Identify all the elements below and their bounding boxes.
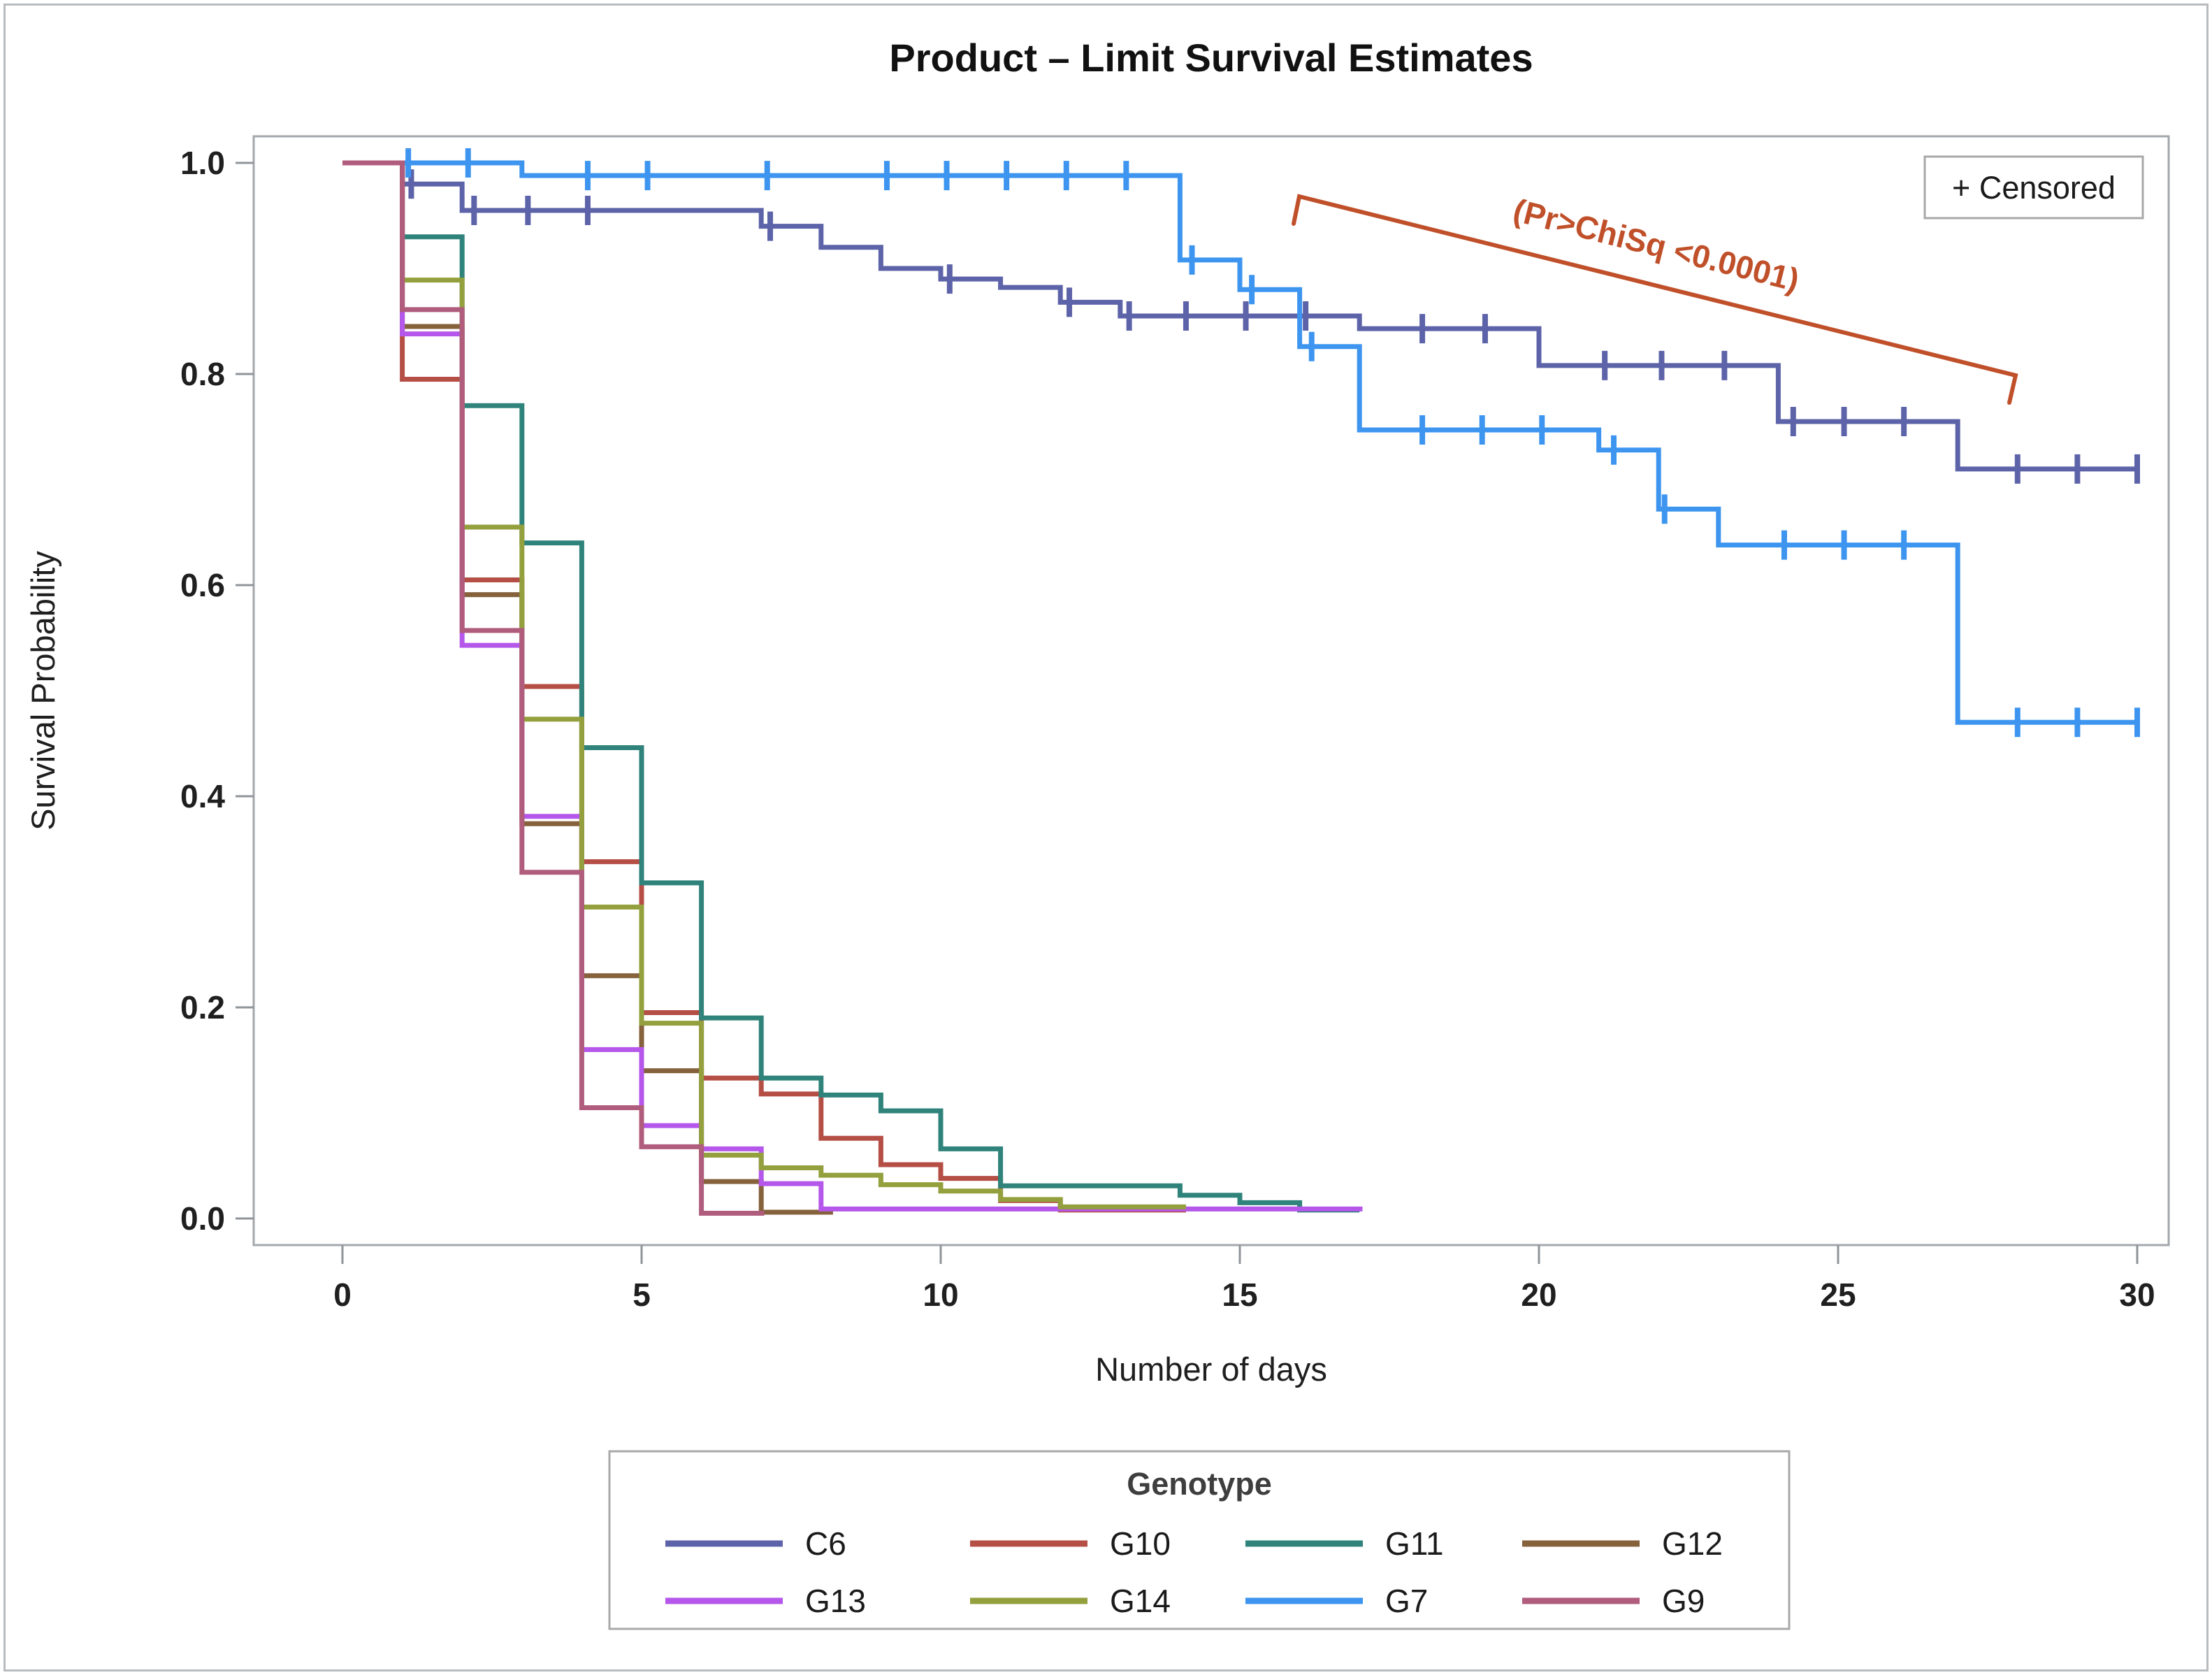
- legend-entry-G9: G9: [1522, 1583, 1705, 1619]
- survival-curve-G10: [342, 160, 1186, 1213]
- legend-entry-G13: G13: [665, 1583, 866, 1619]
- chart-title: Product – Limit Survival Estimates: [889, 36, 1533, 80]
- survival-curves: [342, 148, 2140, 1216]
- censored-legend-box: + Censored: [1923, 155, 2144, 220]
- legend-entry-C6: C6: [665, 1525, 846, 1562]
- legend-label-G12: G12: [1662, 1525, 1723, 1562]
- survival-curve-G13: [342, 160, 1363, 1212]
- y-tick-label: 0.6: [180, 567, 225, 603]
- x-tick-label: 0: [333, 1277, 352, 1313]
- legend-label-G7: G7: [1385, 1583, 1428, 1619]
- series-G10: [342, 160, 1186, 1213]
- legend-label-G11: G11: [1385, 1525, 1444, 1562]
- legend-label-G14: G14: [1110, 1583, 1171, 1619]
- series-G11: [342, 160, 1360, 1213]
- pvalue-annotation-text: (Pr>ChiSq <0.0001): [1510, 192, 1802, 299]
- censored-label: + Censored: [1952, 170, 2116, 206]
- legend-title: Genotype: [1127, 1466, 1272, 1502]
- legend-entry-G10: G10: [970, 1525, 1171, 1562]
- y-tick-label: 1.0: [180, 145, 225, 181]
- survival-curve-G14: [342, 160, 1186, 1209]
- y-axis-title: Survival Probability: [24, 551, 62, 831]
- plot-frame: [252, 135, 2170, 1246]
- pvalue-annotation-line: [1292, 194, 2018, 405]
- x-tick-label: 15: [1222, 1277, 1257, 1313]
- legend-label-G10: G10: [1110, 1525, 1171, 1562]
- legend-label-G13: G13: [805, 1583, 866, 1619]
- y-tick-label: 0.2: [180, 989, 225, 1026]
- survival-curve-G7: [342, 160, 2137, 725]
- x-tick-label: 25: [1820, 1277, 1856, 1313]
- legend-entry-G7: G7: [1245, 1583, 1428, 1619]
- series-G14: [342, 160, 1186, 1209]
- survival-curve-G11: [342, 160, 1360, 1213]
- series-G9: [342, 160, 765, 1216]
- axis-ticks: 0 5 10 15 20 25 30 1.0 0.8 0.6 0.4 0.2 0.0: [180, 145, 2155, 1313]
- series-G13: [342, 160, 1363, 1212]
- survival-curve-C6: [342, 160, 2137, 472]
- genotype-legend: Genotype C6 G10 G11 G12 G13 G14 G7 G9: [608, 1450, 1791, 1630]
- series-G7: [342, 148, 2140, 738]
- y-tick-label: 0.8: [180, 356, 225, 392]
- legend-label-G9: G9: [1662, 1583, 1705, 1619]
- y-tick-label: 0.0: [180, 1200, 225, 1237]
- legend-label-C6: C6: [805, 1525, 846, 1562]
- legend-entry-G11: G11: [1245, 1525, 1444, 1562]
- pvalue-annotation: (Pr>ChiSq <0.0001): [1292, 192, 2018, 405]
- series-C6: [342, 160, 2140, 484]
- x-tick-label: 10: [923, 1277, 958, 1313]
- x-tick-label: 5: [632, 1277, 651, 1313]
- legend-entry-G14: G14: [970, 1583, 1171, 1619]
- x-tick-label: 20: [1521, 1277, 1556, 1313]
- y-tick-label: 0.4: [180, 778, 225, 814]
- legend-entry-G12: G12: [1522, 1525, 1723, 1562]
- survival-curve-G9: [342, 160, 765, 1216]
- x-axis-title: Number of days: [1095, 1351, 1327, 1388]
- x-tick-label: 30: [2119, 1277, 2155, 1313]
